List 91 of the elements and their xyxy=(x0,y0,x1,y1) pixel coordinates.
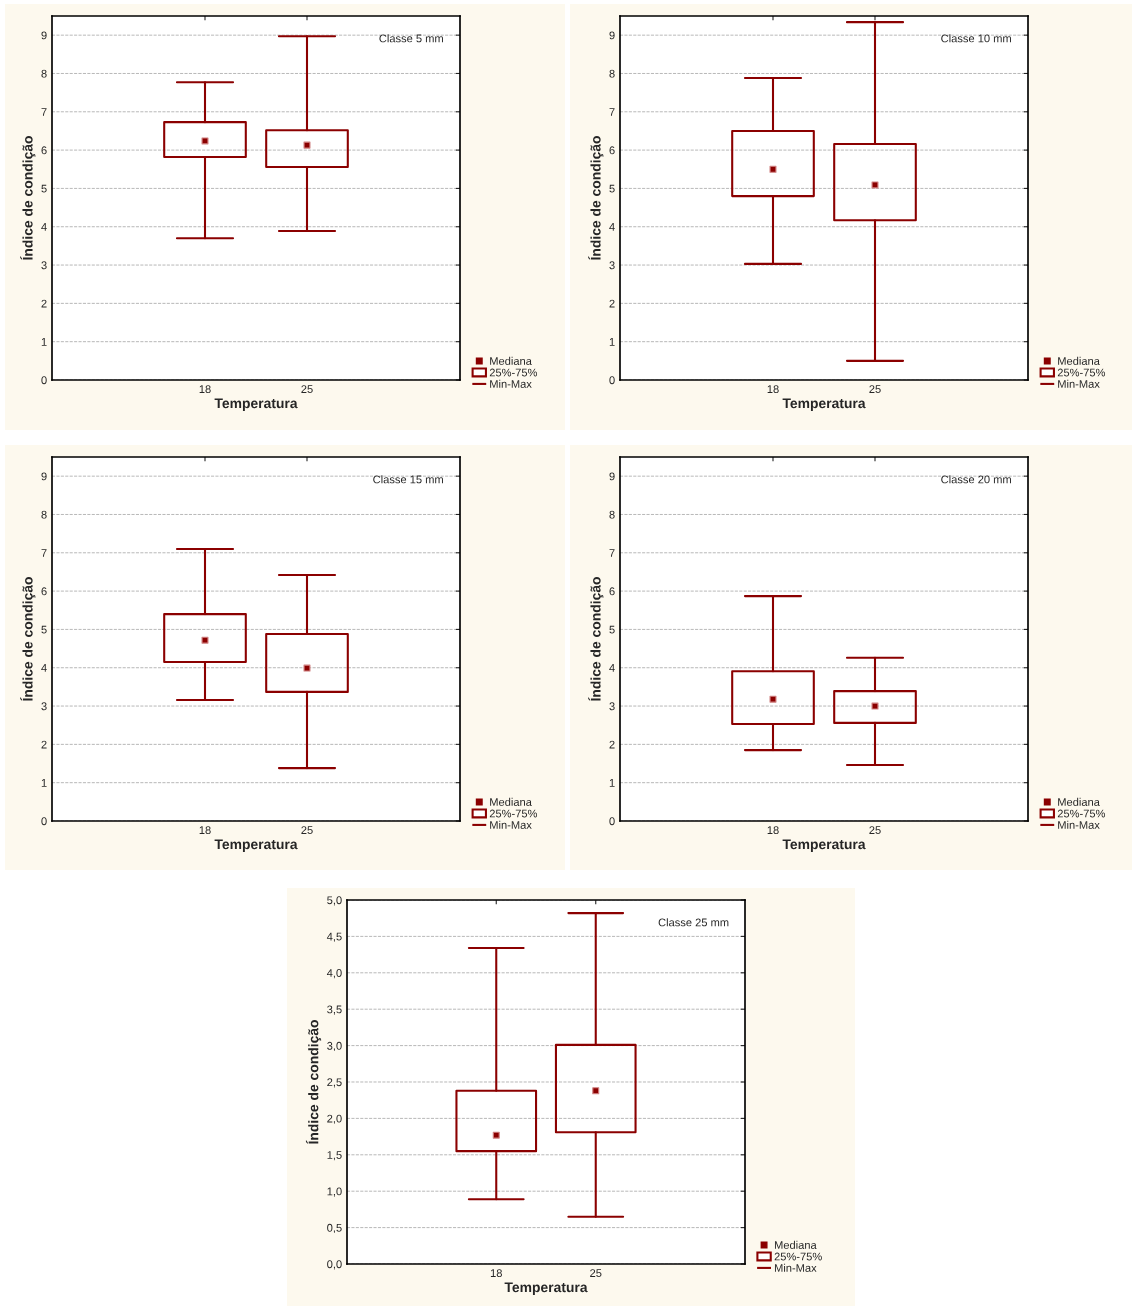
y-tick-label: 3 xyxy=(41,702,47,711)
y-tick-label: 2 xyxy=(609,299,615,308)
y-tick-label: 3 xyxy=(609,702,615,711)
y-tick-label: 0 xyxy=(609,817,615,826)
text: 25%-75% xyxy=(1057,809,1106,818)
y-tick-label: 1 xyxy=(609,779,615,787)
x-axis-title: Temperatura xyxy=(214,839,298,852)
text: Classe 25 mm xyxy=(658,918,729,927)
y-tick-label: 4 xyxy=(609,664,615,672)
annotation: Classe 10 mm xyxy=(941,34,1011,43)
text: Mediana xyxy=(1058,797,1100,806)
y-tick-label: 8 xyxy=(609,510,615,519)
y-tick-label: 5 xyxy=(41,625,47,634)
x-axis-title: Temperatura xyxy=(214,398,298,411)
y-tick-label: 6 xyxy=(41,587,47,596)
y-tick-label: 5,0 xyxy=(327,896,342,906)
y-axis-title: Índice de condição xyxy=(588,136,604,260)
y-tick-label: 4 xyxy=(609,223,615,231)
y-tick-label: 0 xyxy=(609,376,615,385)
text: 25%-75% xyxy=(489,809,538,818)
text: Mediana xyxy=(1058,356,1100,365)
annotation: Classe 15 mm xyxy=(373,475,443,484)
y-tick-label: 2 xyxy=(41,740,47,749)
y-axis-title: Índice de condição xyxy=(20,577,36,701)
y-axis-title: Índice de condição xyxy=(305,1020,322,1144)
y-tick-label: 1 xyxy=(609,338,615,346)
y-tick-label: 6 xyxy=(41,146,47,155)
text: Mediana xyxy=(490,356,532,365)
text: 25%-75% xyxy=(489,368,538,377)
text: Min-Max xyxy=(774,1263,817,1272)
text: Min-Max xyxy=(1058,379,1100,388)
x-tick-label: 25 xyxy=(869,826,881,835)
y-tick-label: 9 xyxy=(41,472,47,481)
y-tick-label: 2 xyxy=(41,299,47,308)
y-tick-label: 6 xyxy=(609,146,615,155)
y-tick-label: 4,5 xyxy=(326,932,342,942)
y-tick-label: 3,0 xyxy=(327,1041,342,1052)
y-tick-label: 0 xyxy=(41,376,47,385)
y-tick-label: 2 xyxy=(609,740,615,749)
y-tick-label: 0,5 xyxy=(327,1223,342,1234)
y-tick-label: 5 xyxy=(609,625,615,634)
y-tick-label: 2,0 xyxy=(327,1114,342,1124)
y-tick-label: 3 xyxy=(41,261,47,270)
y-axis-title: Índice de condição xyxy=(20,136,36,260)
y-tick-label: 8 xyxy=(41,69,47,78)
x-tick-label: 25 xyxy=(590,1269,602,1278)
y-tick-label: 7 xyxy=(41,549,47,557)
y-tick-label: 4 xyxy=(41,223,47,231)
annotation: Classe 5 mm xyxy=(379,34,443,43)
y-tick-label: 2,5 xyxy=(327,1078,342,1088)
y-tick-label: 7 xyxy=(609,549,615,557)
x-tick-label: 25 xyxy=(301,826,313,835)
text: Min-Max xyxy=(490,820,532,829)
y-axis-title: Índice de condição xyxy=(588,577,604,701)
x-tick-label: 18 xyxy=(767,826,779,835)
x-tick-label: 25 xyxy=(869,385,881,394)
x-axis-title: Temperatura xyxy=(782,839,866,852)
text: Mediana xyxy=(774,1240,817,1249)
y-tick-label: 3,5 xyxy=(327,1005,342,1015)
y-tick-label: 1 xyxy=(41,779,47,787)
y-tick-label: 9 xyxy=(609,472,615,481)
text: 25%-75% xyxy=(774,1252,822,1261)
y-tick-label: 9 xyxy=(41,31,47,40)
y-tick-label: 0,0 xyxy=(327,1260,342,1270)
annotation: Classe 20 mm xyxy=(941,475,1011,484)
x-tick-label: 18 xyxy=(767,385,779,394)
y-tick-label: 9 xyxy=(609,31,615,40)
y-tick-label: 8 xyxy=(41,510,47,519)
x-axis-title: Temperatura xyxy=(504,1282,588,1295)
y-tick-label: 5 xyxy=(609,184,615,193)
y-tick-label: 0 xyxy=(41,817,47,826)
y-tick-label: 1 xyxy=(41,338,47,346)
y-tick-label: 4,0 xyxy=(326,969,342,979)
x-axis-title: Temperatura xyxy=(782,398,866,411)
y-tick-label: 8 xyxy=(609,69,615,78)
y-tick-label: 4 xyxy=(41,664,47,672)
y-tick-label: 7 xyxy=(609,108,615,116)
text: Min-Max xyxy=(1058,820,1100,829)
y-tick-label: 1,5 xyxy=(327,1151,342,1161)
y-tick-label: 1,0 xyxy=(327,1187,342,1197)
text: Min-Max xyxy=(490,379,532,388)
x-tick-label: 18 xyxy=(199,826,211,835)
y-tick-label: 7 xyxy=(41,108,47,116)
x-tick-label: 18 xyxy=(490,1269,502,1278)
x-tick-label: 25 xyxy=(301,385,313,394)
y-tick-label: 5 xyxy=(41,184,47,193)
x-tick-label: 18 xyxy=(199,385,211,394)
y-tick-label: 6 xyxy=(609,587,615,596)
y-tick-label: 3 xyxy=(609,261,615,270)
text: 25%-75% xyxy=(1057,368,1106,377)
text: Mediana xyxy=(490,797,532,806)
